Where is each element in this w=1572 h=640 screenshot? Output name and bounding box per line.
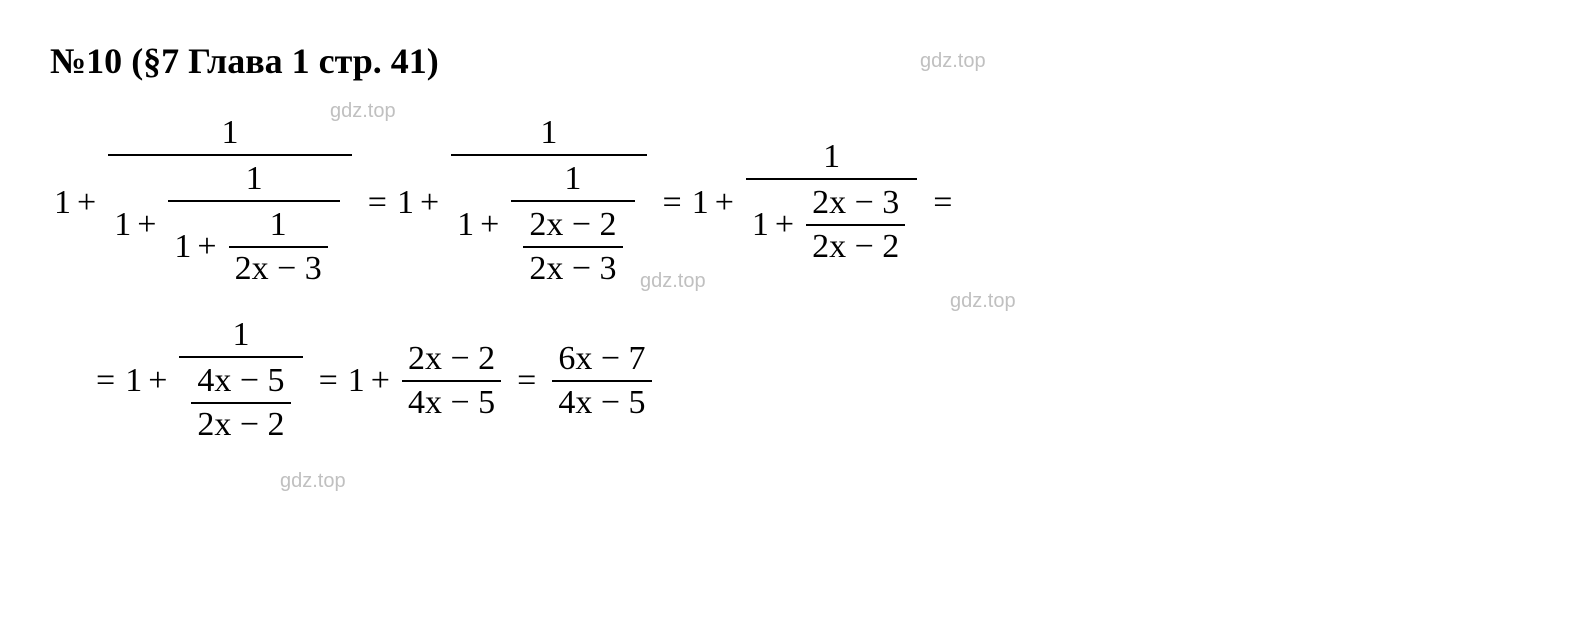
equals-op: = bbox=[517, 362, 536, 400]
const-1: 1 bbox=[54, 184, 71, 222]
const-1: 1 bbox=[348, 362, 365, 400]
denominator: 2x − 2 2x − 3 bbox=[511, 200, 634, 292]
numerator: 2x − 2 bbox=[523, 204, 622, 246]
fraction-outer-4: 1 4x − 5 2x − 2 bbox=[179, 314, 302, 448]
equals-op: = bbox=[96, 362, 115, 400]
denominator: 4x − 5 bbox=[552, 380, 651, 424]
term-5: 1 + 2x − 2 4x − 5 bbox=[348, 338, 507, 424]
plus-op: + bbox=[775, 206, 794, 244]
numerator: 1 bbox=[215, 112, 244, 154]
term-3: 1 + 1 1 + 2x − 3 2x − 2 bbox=[692, 136, 924, 270]
numerator: 2x − 3 bbox=[806, 182, 905, 224]
fraction-outer-2: 1 1 + 1 2x − 2 2x − 3 bbox=[451, 112, 646, 294]
equals-op: = bbox=[663, 184, 682, 222]
plus-op: + bbox=[480, 206, 499, 244]
denominator: 1 + 2x − 3 2x − 2 bbox=[746, 178, 917, 270]
fraction-5: 2x − 2 4x − 5 bbox=[402, 338, 501, 424]
plus-op: + bbox=[371, 362, 390, 400]
numerator: 6x − 7 bbox=[552, 338, 651, 380]
const-1: 1 bbox=[692, 184, 709, 222]
numerator: 1 bbox=[226, 314, 255, 356]
denominator: 1 + 1 2x − 2 2x − 3 bbox=[451, 154, 646, 294]
plus-op: + bbox=[148, 362, 167, 400]
fraction-inner-4: 4x − 5 2x − 2 bbox=[191, 360, 290, 446]
numerator: 1 bbox=[817, 136, 846, 178]
denominator: 2x − 2 bbox=[806, 224, 905, 268]
fraction-mid-2: 1 2x − 2 2x − 3 bbox=[511, 158, 634, 292]
denominator: 2x − 2 bbox=[191, 402, 290, 446]
plus-op: + bbox=[715, 184, 734, 222]
numerator: 2x − 2 bbox=[402, 338, 501, 380]
problem-number: №10 bbox=[50, 41, 122, 81]
numerator: 4x − 5 bbox=[191, 360, 290, 402]
const-1: 1 bbox=[457, 206, 474, 244]
fraction-inner-1: 1 2x − 3 bbox=[229, 204, 328, 290]
numerator: 1 bbox=[534, 112, 563, 154]
numerator: 1 bbox=[240, 158, 269, 200]
section-ref: (§7 Глава 1 стр. 41) bbox=[131, 41, 439, 81]
fraction-outer-3: 1 1 + 2x − 3 2x − 2 bbox=[746, 136, 917, 270]
const-1: 1 bbox=[114, 206, 131, 244]
watermark-text: gdz.top bbox=[280, 470, 346, 493]
equation-line-1: 1 + 1 1 + 1 1 + 1 2x − 3 bbox=[50, 112, 1522, 294]
fraction-outer-1: 1 1 + 1 1 + 1 2x − 3 bbox=[108, 112, 352, 294]
equation-line-2: = 1 + 1 4x − 5 2x − 2 = 1 + 2x − 2 bbox=[90, 314, 1522, 448]
denominator: 2x − 3 bbox=[523, 246, 622, 290]
term-1: 1 + 1 1 + 1 1 + 1 2x − 3 bbox=[54, 112, 358, 294]
equals-op: = bbox=[368, 184, 387, 222]
term-4: 1 + 1 4x − 5 2x − 2 bbox=[125, 314, 308, 448]
fraction-inner-3: 2x − 3 2x − 2 bbox=[806, 182, 905, 268]
const-1: 1 bbox=[125, 362, 142, 400]
denominator: 1 + 1 2x − 3 bbox=[168, 200, 339, 292]
denominator: 4x − 5 2x − 2 bbox=[179, 356, 302, 448]
plus-op: + bbox=[137, 206, 156, 244]
denominator: 4x − 5 bbox=[402, 380, 501, 424]
const-1: 1 bbox=[752, 206, 769, 244]
fraction-mid-1: 1 1 + 1 2x − 3 bbox=[168, 158, 339, 292]
denominator: 2x − 3 bbox=[229, 246, 328, 290]
const-1: 1 bbox=[397, 184, 414, 222]
numerator: 1 bbox=[558, 158, 587, 200]
fraction-inner-2: 2x − 2 2x − 3 bbox=[523, 204, 622, 290]
term-2: 1 + 1 1 + 1 2x − 2 2x − 3 bbox=[397, 112, 653, 294]
denominator: 1 + 1 1 + 1 2x − 3 bbox=[108, 154, 352, 294]
plus-op: + bbox=[77, 184, 96, 222]
page-container: №10 (§7 Глава 1 стр. 41) 1 + 1 1 + 1 1 + bbox=[50, 40, 1522, 448]
problem-header: №10 (§7 Глава 1 стр. 41) bbox=[50, 40, 1522, 82]
equals-op: = bbox=[933, 184, 952, 222]
term-6: 6x − 7 4x − 5 bbox=[546, 338, 657, 424]
numerator: 1 bbox=[264, 204, 293, 246]
plus-op: + bbox=[420, 184, 439, 222]
plus-op: + bbox=[197, 228, 216, 266]
equals-op: = bbox=[319, 362, 338, 400]
fraction-6: 6x − 7 4x − 5 bbox=[552, 338, 651, 424]
const-1: 1 bbox=[174, 228, 191, 266]
